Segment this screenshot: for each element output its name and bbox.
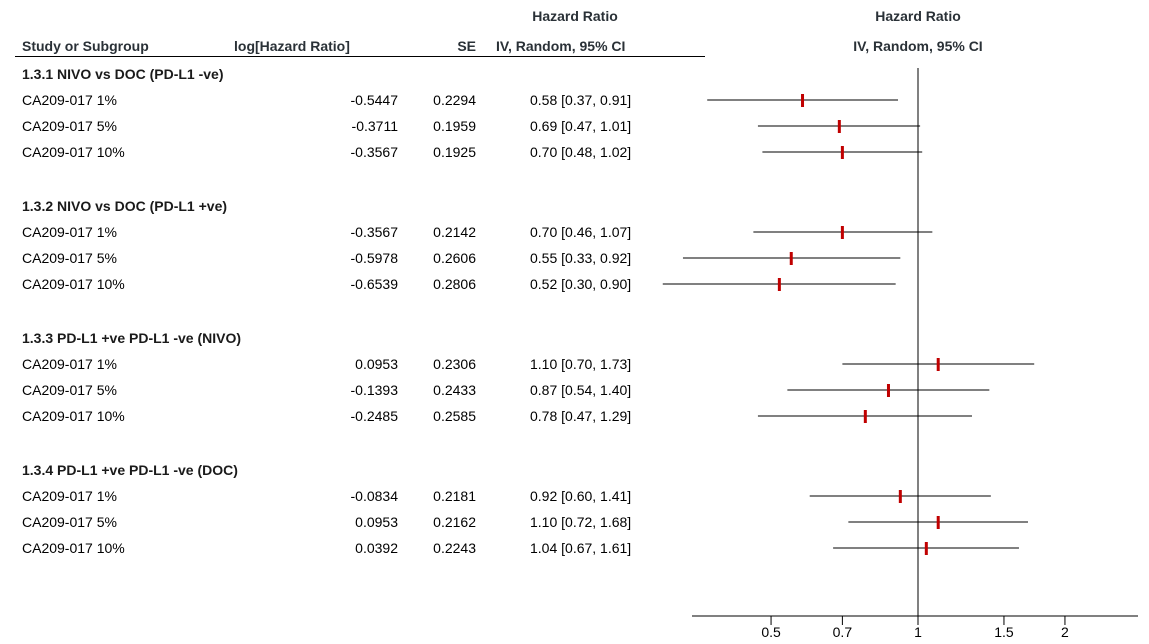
se-value: 0.2294: [433, 92, 476, 108]
study-name: CA209-017 5%: [22, 250, 117, 266]
hr-marker: [801, 94, 805, 107]
hr-ci-value: 1.10 [0.72, 1.68]: [530, 514, 632, 530]
hr-column-header-bottom: IV, Random, 95% CI: [496, 38, 626, 54]
hr-ci-value: 1.04 [0.67, 1.61]: [530, 540, 632, 556]
se-value: 0.2142: [433, 224, 476, 240]
hr-marker: [840, 226, 844, 239]
x-tick-label: 0.7: [833, 624, 853, 640]
loghr-value: -0.5447: [350, 92, 398, 108]
study-column-header: Study or Subgroup: [22, 38, 149, 54]
study-name: CA209-017 5%: [22, 118, 117, 134]
loghr-value: 0.0953: [355, 356, 398, 372]
hr-ci-value: 0.58 [0.37, 0.91]: [530, 92, 632, 108]
loghr-value: -0.3567: [350, 144, 398, 160]
loghr-value: 0.0392: [355, 540, 398, 556]
se-value: 0.1959: [433, 118, 476, 134]
hr-column-header-top: Hazard Ratio: [532, 8, 618, 24]
x-tick-label: 0.5: [761, 624, 781, 640]
hr-ci-value: 0.70 [0.46, 1.07]: [530, 224, 632, 240]
hr-ci-value: 0.70 [0.48, 1.02]: [530, 144, 632, 160]
loghr-value: -0.3567: [350, 224, 398, 240]
study-name: CA209-017 10%: [22, 408, 125, 424]
hr-marker: [789, 252, 793, 265]
loghr-value: -0.1393: [350, 382, 398, 398]
study-name: CA209-017 5%: [22, 382, 117, 398]
study-name: CA209-017 10%: [22, 144, 125, 160]
hr-ci-value: 0.52 [0.30, 0.90]: [530, 276, 632, 292]
se-value: 0.2181: [433, 488, 476, 504]
plot-header-top: Hazard Ratio: [875, 8, 961, 24]
x-tick-label: 1: [914, 624, 922, 640]
hr-marker: [936, 516, 940, 529]
hr-ci-value: 0.55 [0.33, 0.92]: [530, 250, 632, 266]
study-name: CA209-017 1%: [22, 488, 117, 504]
hr-ci-value: 0.92 [0.60, 1.41]: [530, 488, 632, 504]
hr-marker: [837, 120, 841, 133]
subgroup-title: 1.3.4 PD-L1 +ve PD-L1 -ve (DOC): [22, 462, 238, 478]
se-value: 0.2806: [433, 276, 476, 292]
hr-ci-value: 1.10 [0.70, 1.73]: [530, 356, 632, 372]
study-name: CA209-017 1%: [22, 92, 117, 108]
se-value: 0.2606: [433, 250, 476, 266]
loghr-value: -0.3711: [351, 118, 398, 134]
se-value: 0.1925: [433, 144, 476, 160]
hr-ci-value: 0.87 [0.54, 1.40]: [530, 382, 632, 398]
x-tick-label: 1.5: [994, 624, 1014, 640]
loghr-value: -0.2485: [350, 408, 398, 424]
study-name: CA209-017 1%: [22, 224, 117, 240]
study-name: CA209-017 1%: [22, 356, 117, 372]
subgroup-title: 1.3.1 NIVO vs DOC (PD-L1 -ve): [22, 66, 224, 82]
study-name: CA209-017 5%: [22, 514, 117, 530]
study-name: CA209-017 10%: [22, 540, 125, 556]
loghr-column-header: log[Hazard Ratio]: [234, 38, 350, 54]
hr-marker: [936, 358, 940, 371]
subgroup-title: 1.3.3 PD-L1 +ve PD-L1 -ve (NIVO): [22, 330, 242, 346]
hr-marker: [863, 410, 867, 423]
se-value: 0.2306: [433, 356, 476, 372]
x-tick-label: 2: [1061, 624, 1069, 640]
hr-marker: [777, 278, 781, 291]
se-value: 0.2433: [433, 382, 476, 398]
hr-ci-value: 0.78 [0.47, 1.29]: [530, 408, 632, 424]
subgroup-title: 1.3.2 NIVO vs DOC (PD-L1 +ve): [22, 198, 228, 214]
loghr-value: -0.0834: [350, 488, 398, 504]
se-value: 0.2585: [433, 408, 476, 424]
header-separator: [15, 56, 705, 57]
loghr-value: -0.6539: [350, 276, 398, 292]
loghr-value: -0.5978: [350, 250, 398, 266]
hr-marker: [924, 542, 928, 555]
se-value: 0.2243: [433, 540, 476, 556]
plot-header-bottom: IV, Random, 95% CI: [853, 38, 983, 54]
hr-marker: [898, 490, 902, 503]
se-column-header: SE: [457, 38, 476, 54]
study-name: CA209-017 10%: [22, 276, 125, 292]
loghr-value: 0.0953: [355, 514, 398, 530]
hr-ci-value: 0.69 [0.47, 1.01]: [530, 118, 632, 134]
hr-marker: [886, 384, 890, 397]
hr-marker: [840, 146, 844, 159]
se-value: 0.2162: [433, 514, 476, 530]
